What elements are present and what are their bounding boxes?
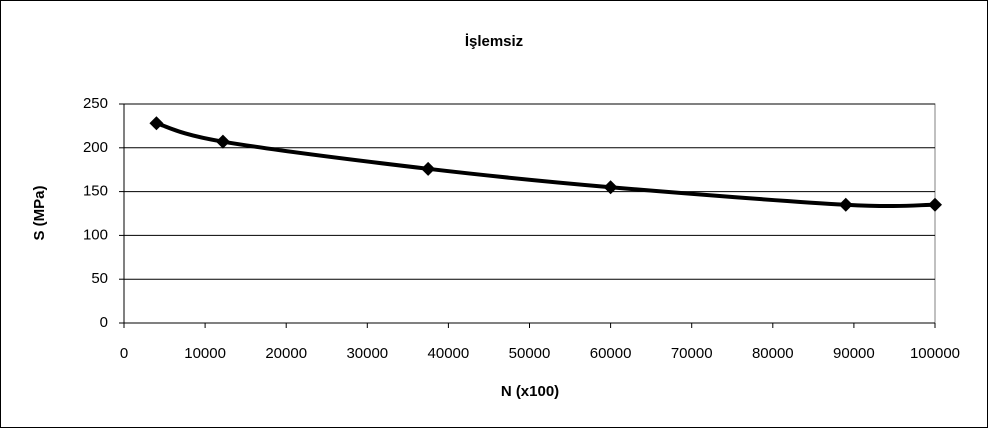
plot-area — [123, 103, 936, 324]
x-tick-label: 60000 — [590, 345, 632, 362]
y-tick-label: 100 — [83, 226, 108, 243]
x-tick-label: 40000 — [428, 345, 470, 362]
data-point — [928, 197, 942, 212]
y-tick-label: 200 — [83, 139, 108, 156]
data-point — [421, 161, 436, 176]
y-tick-label: 150 — [83, 183, 108, 200]
y-axis-label: S (MPa) — [31, 185, 48, 240]
chart-title: İşlemsiz — [465, 33, 523, 50]
x-tick-label: 10000 — [184, 345, 226, 362]
x-axis-label: N (x100) — [501, 383, 559, 400]
data-point — [149, 116, 164, 131]
data-point — [603, 180, 618, 195]
x-tick-label: 100000 — [910, 345, 960, 362]
x-tick-label: 50000 — [509, 345, 551, 362]
y-tick-label: 250 — [83, 95, 108, 112]
data-point — [215, 134, 230, 149]
x-tick-label: 90000 — [833, 345, 875, 362]
x-tick-label: 30000 — [346, 345, 388, 362]
data-point — [838, 197, 853, 212]
y-tick-label: 50 — [91, 270, 108, 287]
y-tick-label: 0 — [100, 314, 108, 331]
x-tick-label: 70000 — [671, 345, 713, 362]
x-tick-label: 80000 — [752, 345, 794, 362]
x-tick-label: 0 — [120, 345, 128, 362]
x-tick-label: 20000 — [265, 345, 307, 362]
